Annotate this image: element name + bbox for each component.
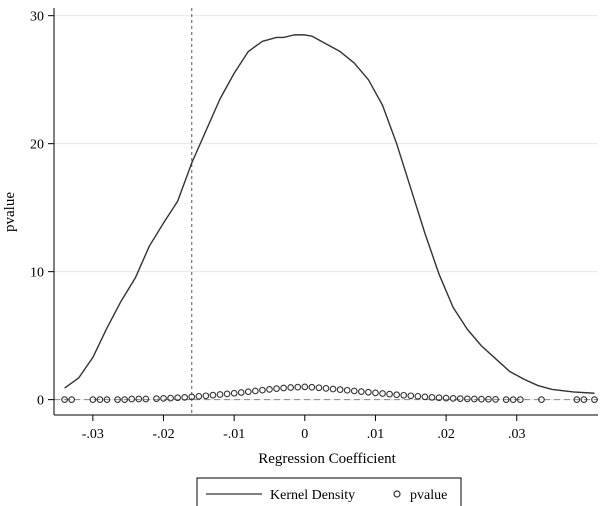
x-tick-label-5: .02: [437, 427, 455, 442]
axes: [53, 8, 598, 416]
pvalue-point-31: [301, 383, 309, 391]
pvalue-point-11: [160, 395, 167, 402]
pvalue-point-8: [135, 395, 143, 403]
pvalue-point-50: [435, 394, 443, 402]
pvalue-point-1: [68, 396, 76, 403]
legend: Kernel Density pvalue: [196, 477, 462, 506]
pvalue-point-7: [128, 395, 136, 403]
pvalue-point-48: [421, 393, 429, 401]
pvalue-point-26: [266, 386, 273, 393]
pvalue-point-9: [142, 395, 150, 403]
pvalue-point-18: [209, 391, 217, 399]
y-tick-label-1: 10: [30, 266, 44, 281]
legend-box: [196, 477, 462, 506]
series-line-kernel-density: [64, 34, 595, 394]
pvalue-point-16: [195, 392, 203, 400]
pvalue-point-37: [343, 386, 351, 394]
x-tick-label-3: 0: [301, 427, 308, 442]
pvalue-point-58: [492, 396, 499, 403]
x-tick-label-4: .01: [367, 427, 385, 442]
tick-marks: 0 10 20 30 -.03 -.02 -.01 0 .01 .02 .03: [30, 10, 526, 442]
pvalue-point-29: [287, 384, 295, 391]
pvalue-point-42: [379, 390, 386, 397]
pvalue-point-21: [230, 389, 238, 397]
pvalue-point-2: [89, 396, 97, 403]
legend-swatch-pvalue: [393, 490, 401, 498]
y-axis-title: pvalue: [2, 192, 18, 232]
pvalue-point-22: [237, 389, 245, 396]
pvalue-point-3: [96, 396, 104, 403]
series-points-pvalue: [61, 383, 598, 403]
pvalue-point-55: [471, 395, 478, 403]
pvalue-point-25: [259, 386, 266, 394]
pvalue-point-60: [509, 396, 517, 403]
pvalue-point-30: [294, 383, 302, 391]
series-layer: [61, 34, 598, 403]
pvalue-point-32: [308, 383, 316, 391]
y-tick-label-2: 20: [30, 138, 44, 153]
pvalue-point-35: [329, 385, 337, 393]
pvalue-point-6: [121, 396, 128, 403]
pvalue-point-0: [61, 396, 68, 403]
pvalue-point-57: [485, 395, 492, 403]
pvalue-point-12: [167, 394, 174, 402]
pvalue-point-46: [407, 392, 415, 400]
pvalue-point-65: [591, 396, 598, 403]
pvalue-point-14: [181, 393, 189, 401]
pvalue-point-10: [153, 395, 160, 402]
pvalue-point-59: [502, 396, 510, 403]
pvalue-point-28: [280, 384, 287, 392]
pvalue-point-36: [336, 386, 344, 394]
x-axis-title: Regression Coefficient: [258, 451, 396, 467]
pvalue-point-40: [365, 388, 372, 396]
pvalue-point-52: [449, 395, 457, 402]
x-tick-label-6: .03: [508, 427, 526, 442]
pvalue-point-19: [216, 391, 224, 398]
pvalue-point-27: [273, 385, 280, 392]
pvalue-point-39: [357, 388, 365, 395]
legend-label-kernel-density: Kernel Density: [270, 488, 355, 503]
gridlines: [54, 15, 598, 401]
reference-lines: [54, 8, 598, 415]
pvalue-point-44: [393, 391, 401, 399]
pvalue-point-15: [188, 393, 196, 401]
x-tick-label-0: -.03: [82, 427, 104, 442]
pvalue-point-49: [428, 393, 436, 401]
pvalue-point-38: [350, 387, 358, 395]
pvalue-point-61: [516, 396, 524, 403]
pvalue-point-64: [580, 396, 588, 403]
pvalue-point-17: [202, 392, 210, 400]
legend-label-pvalue: pvalue: [410, 488, 447, 503]
pvalue-point-56: [478, 395, 485, 403]
pvalue-point-13: [174, 394, 181, 402]
pvalue-point-51: [442, 394, 450, 402]
x-tick-label-1: -.02: [152, 427, 174, 442]
pvalue-point-54: [463, 395, 471, 403]
pvalue-point-63: [573, 396, 581, 403]
y-tick-label-0: 0: [37, 394, 44, 409]
pvalue-point-41: [372, 389, 379, 397]
pvalue-point-43: [386, 390, 393, 398]
x-tick-label-2: -.01: [223, 427, 245, 442]
pvalue-point-45: [400, 391, 408, 399]
pvalue-point-5: [114, 396, 121, 403]
pvalue-point-20: [223, 390, 231, 398]
pvalue-point-23: [244, 388, 252, 396]
pvalue-point-33: [315, 384, 323, 392]
pvalue-point-47: [414, 392, 422, 400]
y-tick-label-3: 30: [30, 10, 44, 25]
pvalue-point-4: [103, 396, 111, 403]
pvalue-point-24: [252, 387, 259, 395]
pvalue-point-62: [538, 396, 545, 403]
pvalue-point-53: [456, 395, 464, 402]
pvalue-point-34: [322, 385, 330, 392]
